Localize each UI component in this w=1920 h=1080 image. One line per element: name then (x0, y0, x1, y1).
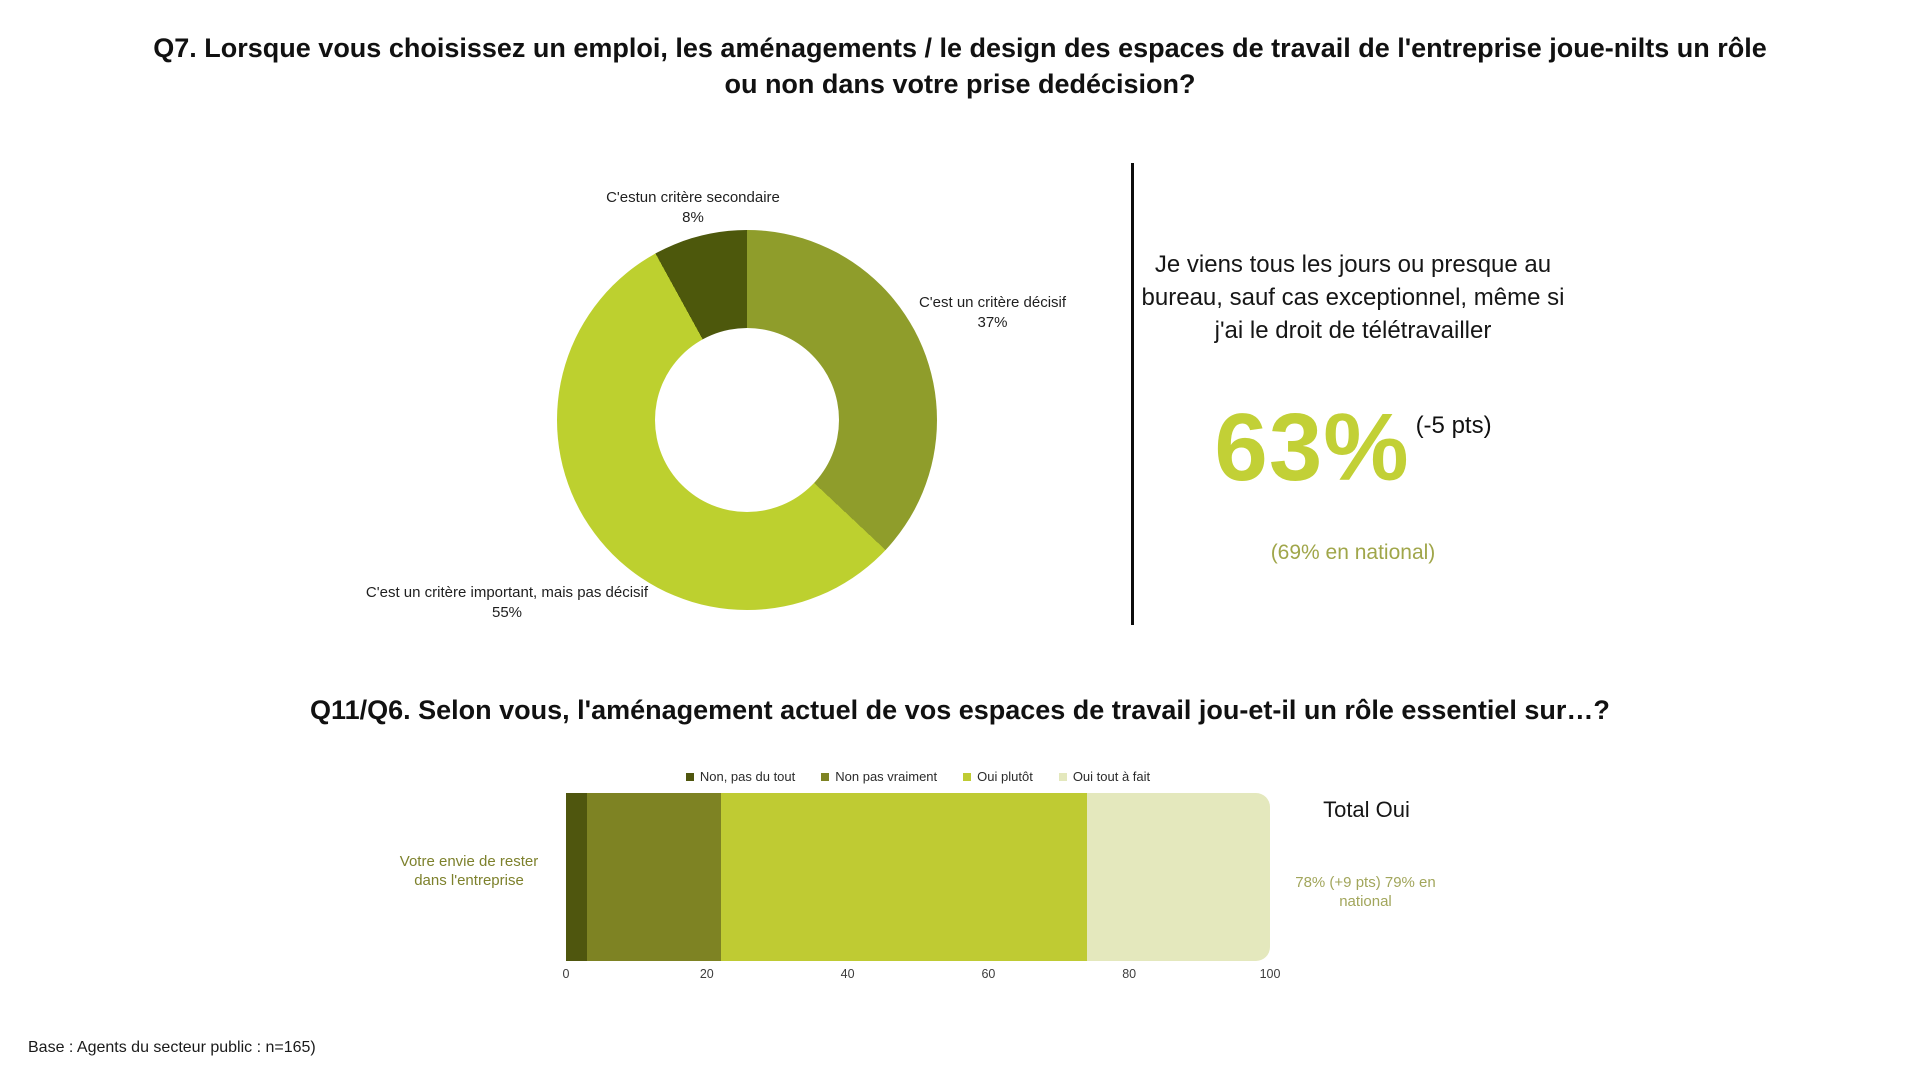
x-axis-tick: 100 (1259, 967, 1281, 981)
donut-label-secondaire: C'estun critère secondaire 8% (568, 188, 818, 228)
highlight-big-value: 63% (1214, 394, 1410, 501)
total-oui-value: 78% (+9 pts) 79% en national (1295, 874, 1436, 910)
bar-category-label: Votre envie de rester dans l'entreprise (399, 853, 539, 889)
q7-title-line2: ou non dans votre prise dedécision? (724, 69, 1196, 99)
q7-question-title: Q7. Lorsque vous choisissez un emploi, l… (0, 30, 1920, 102)
base-footnote: Base : Agents du secteur public : n=165) (28, 1039, 316, 1056)
legend-label: Oui tout à fait (1072, 769, 1151, 784)
legend-item: Oui tout à fait (1058, 769, 1151, 784)
highlight-quote: Je viens tous les jours ou presque au bu… (1141, 251, 1565, 344)
donut-label-decisif: C'est un critère décisif 37% (870, 293, 1115, 333)
legend-label: Non pas vraiment (835, 769, 938, 784)
vertical-divider (1131, 163, 1134, 625)
legend-swatch-icon (963, 772, 972, 781)
donut-label-important: C'est un critère important, mais pas déc… (357, 583, 657, 623)
legend-item: Non pas vraiment (821, 769, 937, 784)
x-axis-tick: 40 (840, 967, 855, 981)
bar-segment-non-pas-vraiment (587, 793, 721, 961)
donut-label-important-text: C'est un critère important, mais pas déc… (365, 584, 649, 601)
bar-segment-non-pas-du-tout (566, 793, 588, 961)
x-axis-tick: 80 (1122, 967, 1137, 981)
bar-segment-oui-plutôt (720, 793, 1087, 961)
donut-label-decisif-text: C'est un critère décisif (918, 294, 1067, 311)
legend-swatch-icon (685, 772, 694, 781)
total-oui-label: Total Oui (1323, 797, 1410, 822)
legend-label: Oui plutôt (977, 769, 1033, 784)
donut-label-decisif-value: 37% (977, 314, 1008, 331)
bar-segment-oui-tout-à-fait (1086, 793, 1270, 961)
donut-chart (557, 230, 937, 610)
q11-question-title: Q11/Q6. Selon vous, l'aménagement actuel… (310, 695, 1610, 725)
x-axis-tick: 0 (562, 967, 570, 981)
bar-legend: Non, pas du tout Non pas vraiment Oui plut… (566, 769, 1270, 784)
legend-swatch-icon (1058, 772, 1067, 781)
highlight-value-row: 63% (-5 pts) (1137, 398, 1569, 498)
highlight-delta: (-5 pts) (1415, 412, 1492, 439)
legend-swatch-icon (821, 772, 830, 781)
x-axis-tick: 20 (699, 967, 714, 981)
stacked-bar (566, 793, 1270, 961)
legend-item: Non, pas du tout (685, 769, 796, 784)
x-axis-ticks: 0 20 40 60 80 100 (562, 967, 1281, 983)
q7-title-line1: Q7. Lorsque vous choisissez un emploi, l… (153, 33, 1767, 63)
donut-label-important-value: 55% (491, 604, 523, 621)
donut-hole (655, 328, 839, 512)
highlight-national: (69% en national) (1270, 541, 1436, 564)
legend-label: Non, pas du tout (699, 769, 796, 784)
x-axis-tick: 60 (981, 967, 996, 981)
legend-item: Oui plutôt (963, 769, 1033, 784)
donut-label-secondaire-text: C'estun critère secondaire (606, 189, 780, 206)
donut-label-secondaire-value: 8% (682, 209, 704, 226)
